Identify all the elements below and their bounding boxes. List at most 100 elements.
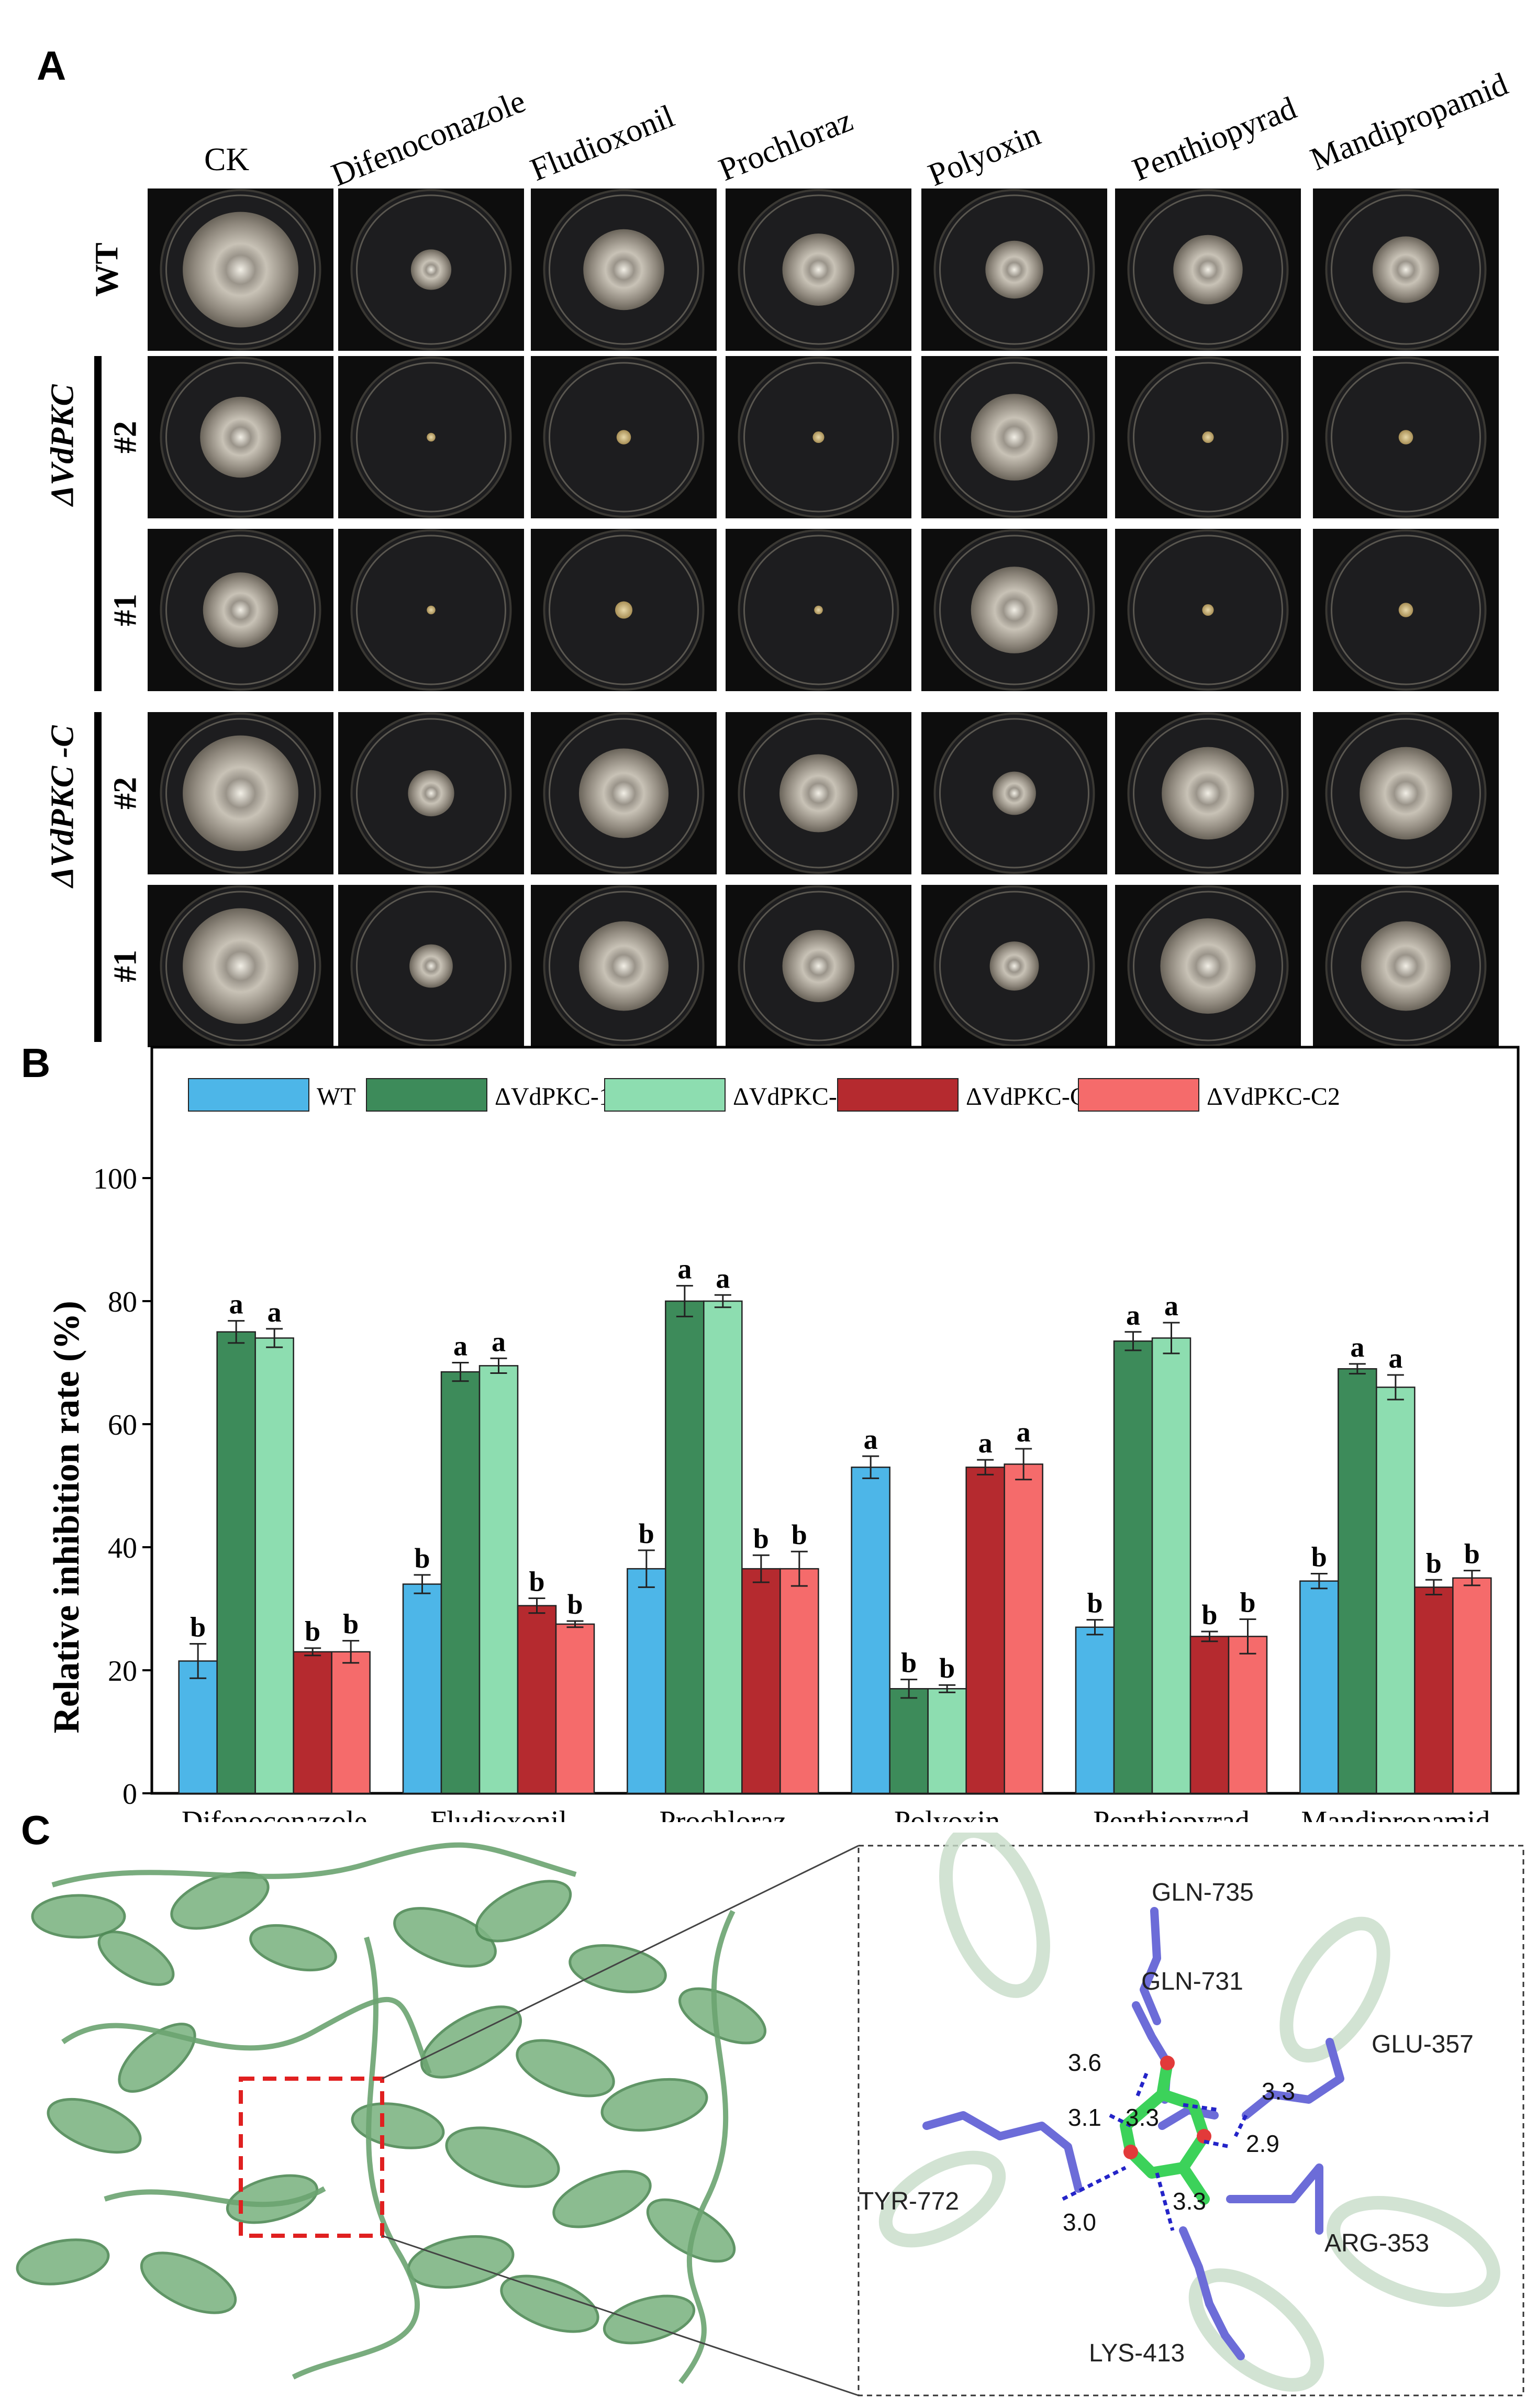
x-tick-label: Mandipropamid bbox=[1301, 1805, 1490, 1822]
legend-swatch bbox=[604, 1078, 726, 1112]
significance-letter: a bbox=[1350, 1331, 1364, 1363]
bar bbox=[1452, 1577, 1492, 1794]
distance-label: 3.3 bbox=[1126, 2104, 1159, 2131]
petri-plate bbox=[148, 712, 333, 874]
petri-plate bbox=[148, 356, 333, 518]
helix bbox=[552, 2170, 652, 2228]
petri-plate bbox=[1313, 356, 1499, 518]
legend-label: ΔVdPKC-1 bbox=[495, 1083, 611, 1111]
hydrogen-bond bbox=[1062, 2166, 1127, 2201]
hydrogen-bond bbox=[1134, 2072, 1149, 2101]
petri-plate bbox=[921, 885, 1107, 1047]
residue-stick bbox=[1226, 2163, 1323, 2235]
residue-label: ARG-353 bbox=[1324, 2229, 1429, 2257]
bar bbox=[331, 1651, 371, 1794]
plate-image bbox=[1127, 713, 1289, 874]
distance-label: 3.6 bbox=[1068, 2049, 1101, 2076]
helix bbox=[31, 1894, 126, 1939]
plate-image bbox=[543, 357, 705, 518]
plate-image bbox=[1325, 885, 1487, 1047]
petri-plate bbox=[726, 712, 911, 874]
legend-label: ΔVdPKC-C1 bbox=[966, 1083, 1099, 1111]
loop bbox=[61, 1997, 432, 2074]
plate-image bbox=[160, 357, 321, 518]
plate-image bbox=[1325, 713, 1487, 874]
binding-site-box bbox=[239, 2077, 384, 2238]
bar bbox=[965, 1467, 1005, 1794]
oxygen-atom bbox=[1197, 2129, 1211, 2144]
petri-plate bbox=[1313, 712, 1499, 874]
significance-letter: b bbox=[1426, 1547, 1442, 1579]
plate-image bbox=[160, 529, 321, 691]
background-helix bbox=[1279, 1916, 1390, 2063]
petri-plate bbox=[921, 188, 1107, 351]
residue-label: LYS-413 bbox=[1089, 2339, 1185, 2367]
plate-image bbox=[738, 885, 899, 1047]
petri-plate bbox=[921, 356, 1107, 518]
bar bbox=[1151, 1337, 1191, 1794]
plate-image bbox=[350, 529, 512, 691]
legend-label: WT bbox=[317, 1083, 356, 1111]
petri-plate bbox=[1313, 188, 1499, 351]
petri-plate bbox=[1115, 188, 1301, 351]
plate-image bbox=[543, 885, 705, 1047]
bar bbox=[517, 1605, 557, 1794]
plate-image bbox=[933, 529, 1095, 691]
bar bbox=[703, 1300, 743, 1794]
residue-label: GLU-357 bbox=[1372, 2030, 1474, 2058]
significance-letter: a bbox=[1017, 1416, 1031, 1448]
chart-frame bbox=[150, 1046, 1520, 1795]
petri-plate bbox=[1115, 529, 1301, 691]
bar bbox=[1189, 1636, 1230, 1794]
plate-image bbox=[543, 529, 705, 691]
plate-image bbox=[160, 189, 321, 350]
plate-image bbox=[933, 357, 1095, 518]
hydrogen-bond bbox=[1183, 2103, 1220, 2112]
distance-label: 3.3 bbox=[1173, 2188, 1206, 2215]
residue-stick bbox=[1140, 1907, 1161, 2025]
residue-label: GLN-731 bbox=[1141, 1968, 1243, 1995]
helix bbox=[226, 2174, 319, 2224]
bar bbox=[851, 1467, 890, 1794]
plate-image bbox=[1325, 529, 1487, 691]
significance-letter: a bbox=[229, 1289, 243, 1320]
significance-letter: b bbox=[414, 1543, 430, 1574]
significance-letter: b bbox=[1087, 1588, 1102, 1619]
column-label: CK bbox=[204, 142, 250, 177]
petri-plate bbox=[1313, 529, 1499, 691]
plate-image bbox=[933, 189, 1095, 350]
group-bracket bbox=[94, 356, 102, 691]
helix bbox=[140, 2251, 237, 2314]
plate-image bbox=[1127, 529, 1289, 691]
loop bbox=[104, 2186, 326, 2207]
significance-letter: a bbox=[1388, 1342, 1402, 1374]
bar bbox=[1299, 1580, 1339, 1794]
significance-letter: b bbox=[305, 1616, 320, 1647]
y-tick-label: 0 bbox=[122, 1778, 137, 1811]
helix bbox=[351, 2102, 445, 2149]
legend-label: ΔVdPKC-2 bbox=[733, 1083, 850, 1111]
petri-plate bbox=[1115, 356, 1301, 518]
helix bbox=[500, 2274, 599, 2333]
petri-plate bbox=[726, 529, 911, 691]
petri-plate bbox=[338, 885, 524, 1047]
row-label-wt: WT bbox=[89, 242, 125, 297]
legend-swatch bbox=[188, 1078, 309, 1112]
petri-plate bbox=[148, 188, 333, 351]
zoom-line bbox=[382, 1845, 859, 2080]
petri-plate bbox=[1115, 712, 1301, 874]
panel-a-letter: A bbox=[37, 42, 66, 88]
legend-label: ΔVdPKC-C2 bbox=[1207, 1083, 1340, 1111]
petri-plate bbox=[531, 712, 717, 874]
bar bbox=[1338, 1368, 1377, 1794]
y-tick-label: 100 bbox=[93, 1163, 137, 1195]
column-label: Fludioxonil bbox=[525, 98, 680, 188]
row-sub-label: #2 bbox=[107, 777, 143, 809]
row-sub-label: #2 bbox=[107, 421, 143, 453]
hydrogen-bond bbox=[1233, 2114, 1248, 2137]
bar bbox=[1113, 1340, 1153, 1794]
bar bbox=[1414, 1586, 1454, 1794]
residue-stick bbox=[922, 2111, 1083, 2193]
row-sub-label: #1 bbox=[107, 594, 143, 626]
significance-letter: b bbox=[567, 1589, 583, 1620]
